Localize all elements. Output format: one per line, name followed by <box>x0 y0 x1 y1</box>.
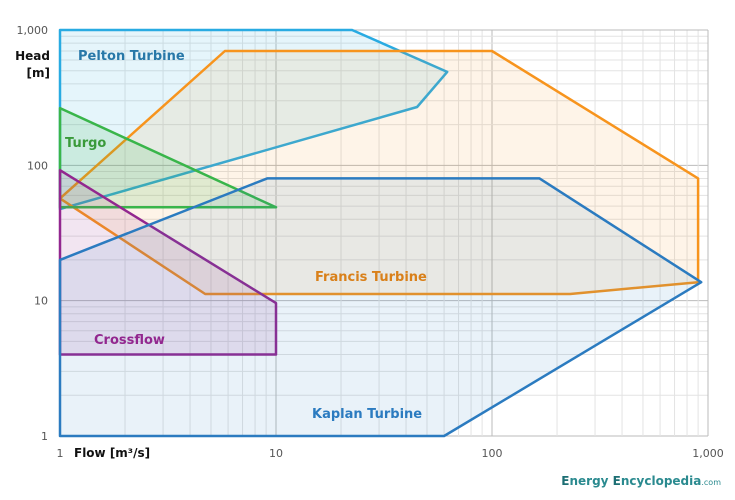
brand-suffix: .com <box>701 478 721 487</box>
brand-w2: ncyclopedia <box>620 474 702 488</box>
axis-ticks: 1 10 100 1,000 1 10 100 1,000 <box>17 24 724 460</box>
y-tick-label: 10 <box>34 295 48 308</box>
y-axis-label-line2: [m] <box>27 66 50 80</box>
region-label: Pelton Turbine <box>78 49 185 64</box>
brand-logo: Energy Encyclopedia.com <box>561 474 721 488</box>
region-label: Francis Turbine <box>315 270 427 285</box>
region-francis-turbine <box>58 49 700 296</box>
region-kaplan-turbine <box>58 177 703 438</box>
region-turgo <box>58 106 278 209</box>
brand-e1: E <box>561 474 570 488</box>
y-tick-label: 1,000 <box>17 24 49 37</box>
turbine-regions <box>58 28 703 438</box>
x-tick-label: 1,000 <box>692 447 724 460</box>
region-label: Crossflow <box>94 333 165 348</box>
x-tick-label: 10 <box>269 447 283 460</box>
region-labels: Pelton Turbine Francis Turbine Turgo Crossf… <box>65 49 427 422</box>
y-tick-label: 1 <box>41 430 48 443</box>
y-tick-label: 100 <box>27 159 48 172</box>
x-axis-label: Flow [m³/s] <box>74 446 150 460</box>
x-tick-label: 100 <box>482 447 503 460</box>
x-tick-label: 1 <box>57 447 64 460</box>
region-label: Kaplan Turbine <box>312 407 422 422</box>
brand-e2: E <box>612 474 621 488</box>
y-axis-label-line1: Head <box>15 49 50 63</box>
brand-w1: nergy <box>569 474 613 488</box>
region-label: Turgo <box>65 136 106 151</box>
